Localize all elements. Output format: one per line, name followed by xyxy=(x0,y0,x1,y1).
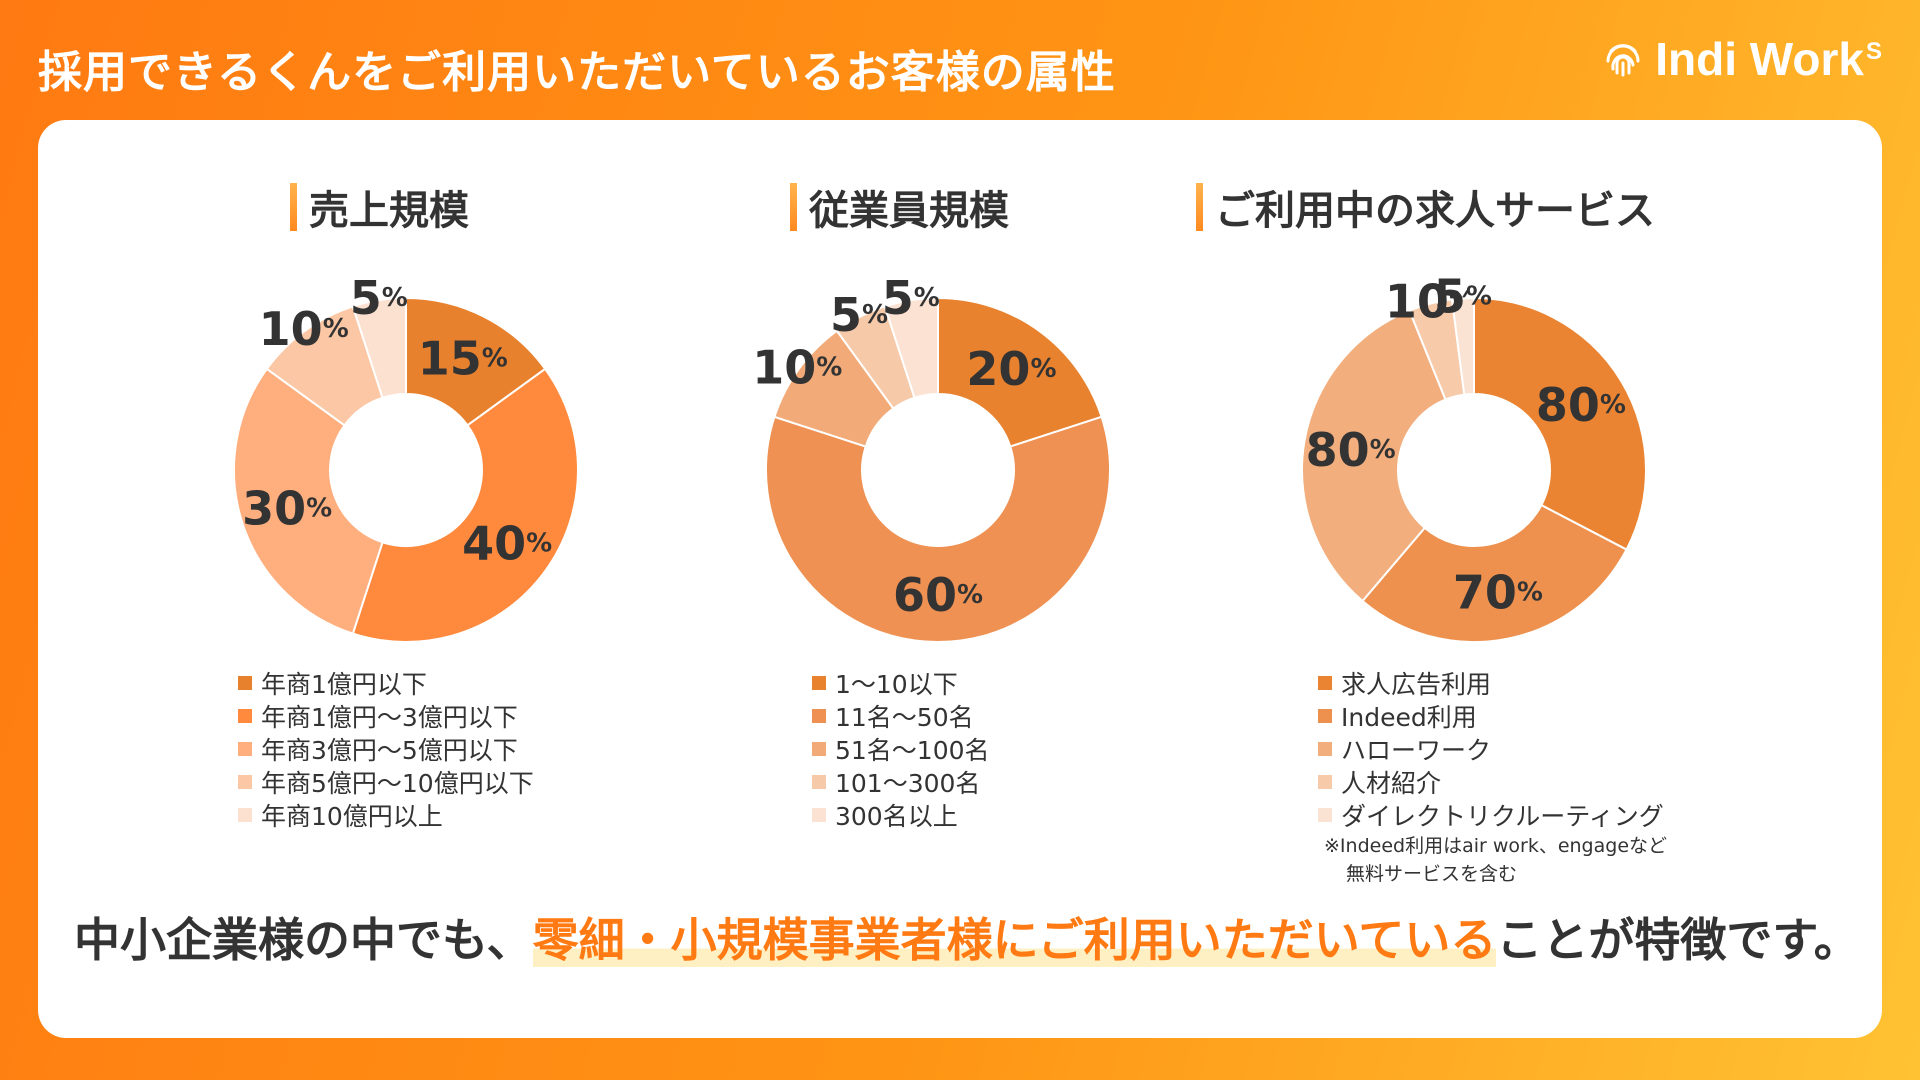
data-label: 5% xyxy=(830,288,888,342)
data-label: 30% xyxy=(242,482,332,536)
data-label: 70% xyxy=(1453,566,1543,620)
data-label: 80% xyxy=(1306,423,1396,477)
section-title-text: 売上規模 xyxy=(309,188,469,234)
legend-swatch xyxy=(238,675,252,690)
legend-label: 1～10以下 xyxy=(835,669,958,699)
legend-label: ハローワーク xyxy=(1341,735,1492,765)
section-title-text: ご利用中の求人サービス xyxy=(1215,188,1655,234)
donut-slice xyxy=(233,367,384,635)
logo-text: Indi Work xyxy=(1655,33,1864,85)
message-text: 中小企業様の中でも、 xyxy=(74,913,533,967)
donut-chart-job-services: 80%70%80%10%5% xyxy=(1301,269,1647,643)
legend-item: 年商1億円以下 xyxy=(238,666,534,699)
legend-swatch xyxy=(1318,708,1332,723)
legend-item: 人材紹介 xyxy=(1318,765,1664,798)
content-card: 売上規模 従業員規模 ご利用中の求人サービス 15% 40% 30% 10% 5% 20… xyxy=(38,120,1882,1038)
legend-item: 11名～50名 xyxy=(812,699,990,732)
footnote: ※Indeed利用はair work、engageなど 無料サービスを含む xyxy=(1324,832,1667,888)
legend-item: 年商3億円～5億円以下 xyxy=(238,732,534,765)
data-label: 40% xyxy=(462,516,552,570)
legend-label: 300名以上 xyxy=(835,801,958,831)
legend-label: 人材紹介 xyxy=(1341,768,1442,798)
legend-employees: 1～10以下 11名～50名 51名～100名 101～300名 300名以上 xyxy=(812,666,990,831)
legend-item: 年商10億円以上 xyxy=(238,798,534,831)
legend-job-services: 求人広告利用 Indeed利用 ハローワーク 人材紹介 ダイレクトリクルーティング xyxy=(1318,666,1664,831)
section-title-accent xyxy=(790,183,797,231)
legend-item: 1～10以下 xyxy=(812,666,990,699)
data-label: 20% xyxy=(966,342,1056,396)
legend-item: 年商5億円～10億円以下 xyxy=(238,765,534,798)
legend-item: Indeed利用 xyxy=(1318,699,1664,732)
donut-slice xyxy=(351,296,407,399)
donut-chart-employees: 20%60%10%5%5% xyxy=(752,271,1111,643)
section-title-accent xyxy=(1196,183,1203,231)
donut-chart-sales: 15% 40% 30% 10%5% xyxy=(233,271,579,643)
donut-slice xyxy=(1361,503,1628,643)
section-title-text: 従業員規模 xyxy=(809,188,1009,234)
legend-swatch xyxy=(812,807,826,822)
legend-swatch xyxy=(1318,675,1332,690)
fingerprint-icon xyxy=(1606,44,1640,77)
slide-title: 採用できるくんをご利用いただいているお客様の属性 xyxy=(38,47,1116,98)
legend-label: ダイレクトリクルーティング xyxy=(1341,801,1664,831)
legend-label: 年商5億円～10億円以下 xyxy=(261,768,534,798)
legend-sales: 年商1億円以下 年商1億円～3億円以下 年商3億円～5億円以下 年商5億円～10億円以… xyxy=(238,666,534,831)
donut-slice xyxy=(351,367,579,643)
donut-slice xyxy=(1450,296,1475,396)
message-highlight: 零細・小規模事業者様にご利用いただいている xyxy=(532,913,1497,967)
data-label: 5% xyxy=(882,271,940,325)
legend-label: 年商1億円～3億円以下 xyxy=(261,702,518,732)
section-title-accent xyxy=(290,183,297,231)
legend-label: 年商10億円以上 xyxy=(261,801,443,831)
data-label: 5% xyxy=(1434,269,1492,323)
legend-label: Indeed利用 xyxy=(1341,702,1477,732)
message-text: ことが特徴です。 xyxy=(1496,913,1860,967)
section-title-sales: 売上規模 xyxy=(290,178,469,236)
data-label: 10% xyxy=(259,302,349,356)
legend-item: 求人広告利用 xyxy=(1318,666,1664,699)
legend-item: ハローワーク xyxy=(1318,732,1664,765)
legend-swatch xyxy=(1318,807,1332,822)
legend-label: 51名～100名 xyxy=(835,735,990,765)
legend-swatch xyxy=(1318,774,1332,789)
legend-label: 年商3億円～5億円以下 xyxy=(261,735,518,765)
legend-label: 101～300名 xyxy=(835,768,981,798)
donut-slice xyxy=(883,296,939,399)
legend-swatch xyxy=(238,741,252,756)
legend-item: ダイレクトリクルーティング xyxy=(1318,798,1664,831)
donut-slice xyxy=(765,415,1111,643)
legend-label: 求人広告利用 xyxy=(1341,669,1492,699)
data-label: 15% xyxy=(418,332,508,386)
footnote-line: 無料サービスを含む xyxy=(1346,863,1518,885)
data-label: 10% xyxy=(752,341,842,395)
legend-swatch xyxy=(238,774,252,789)
legend-item: 300名以上 xyxy=(812,798,990,831)
logo-superscript: S xyxy=(1865,37,1882,65)
legend-swatch xyxy=(238,807,252,822)
legend-swatch xyxy=(812,741,826,756)
legend-swatch xyxy=(812,708,826,723)
legend-swatch xyxy=(812,774,826,789)
legend-swatch xyxy=(1318,741,1332,756)
footnote-line: ※Indeed利用はair work、engageなど xyxy=(1324,835,1668,857)
donut-slice xyxy=(1473,296,1647,551)
legend-label: 年商1億円以下 xyxy=(261,669,427,699)
legend-item: 51名～100名 xyxy=(812,732,990,765)
donut-slice xyxy=(1301,309,1447,603)
data-label: 60% xyxy=(893,568,983,622)
brand-logo: Indi WorkS xyxy=(1601,32,1882,86)
donut-slice xyxy=(937,296,1103,448)
data-label: 80% xyxy=(1536,378,1626,432)
section-title-employees: 従業員規模 xyxy=(790,178,1009,236)
data-label: 5% xyxy=(350,271,408,325)
legend-label: 11名～50名 xyxy=(835,702,974,732)
legend-swatch xyxy=(238,708,252,723)
legend-item: 101～300名 xyxy=(812,765,990,798)
legend-item: 年商1億円～3億円以下 xyxy=(238,699,534,732)
key-message: 中小企業様の中でも、零細・小規模事業者様にご利用いただいていることが特徴です。 xyxy=(74,904,1860,970)
legend-swatch xyxy=(812,675,826,690)
section-title-job-services: ご利用中の求人サービス xyxy=(1196,178,1655,236)
